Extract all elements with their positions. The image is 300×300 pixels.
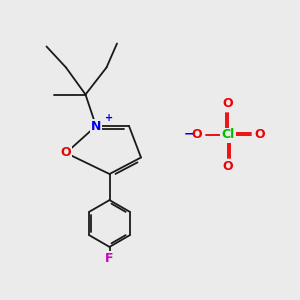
Text: O: O: [254, 128, 265, 142]
Text: N: N: [91, 119, 101, 133]
Text: Cl: Cl: [221, 128, 235, 142]
Text: −: −: [184, 127, 194, 140]
Text: O: O: [61, 146, 71, 160]
Text: O: O: [223, 97, 233, 110]
Text: O: O: [223, 160, 233, 173]
Text: +: +: [104, 112, 113, 123]
Text: O: O: [191, 128, 202, 142]
Text: F: F: [105, 252, 114, 266]
